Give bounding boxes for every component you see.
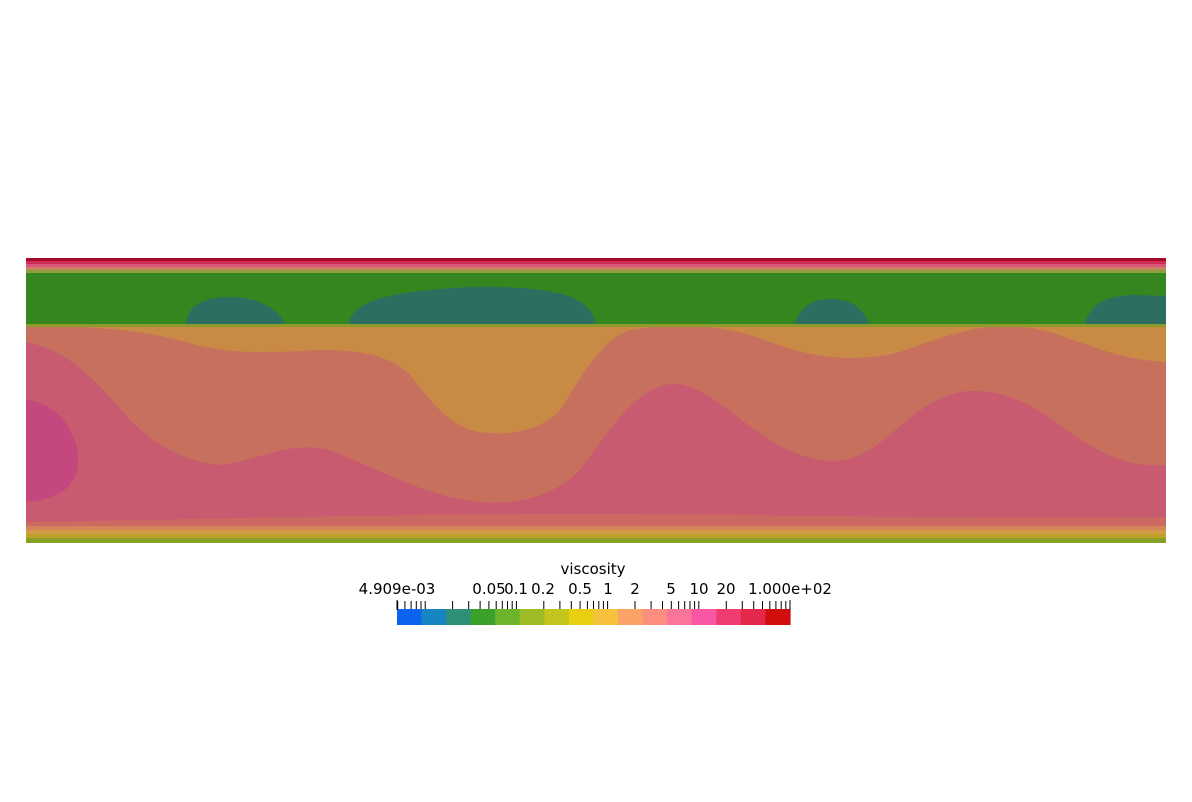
field-bottom-layer-5 bbox=[26, 538, 1166, 543]
field-top-layer-1 bbox=[26, 258, 1166, 261]
colorbar-tick-label: 0.2 bbox=[531, 580, 555, 598]
colorbar-swatch bbox=[691, 609, 717, 625]
field-salmon-region bbox=[26, 326, 1166, 503]
field-darkgreen-bubble-4 bbox=[1084, 295, 1166, 326]
colorbar-swatch bbox=[446, 609, 472, 625]
colorbar-swatch bbox=[470, 609, 496, 625]
colorbar-swatches bbox=[397, 609, 791, 625]
colorbar-swatch bbox=[740, 609, 767, 625]
colorbar-max-label: 1.000e+02 bbox=[748, 580, 832, 598]
field-bottom-layer-4 bbox=[26, 534, 1166, 538]
colorbar-tick-label: 20 bbox=[716, 580, 735, 598]
field-magenta-spot bbox=[26, 400, 78, 502]
colorbar-swatch bbox=[397, 609, 423, 625]
field-orange-region bbox=[26, 325, 1166, 434]
colorbar-swatch bbox=[716, 609, 742, 625]
colorbar-swatch bbox=[519, 609, 545, 625]
colorbar-tick-label: 1 bbox=[603, 580, 613, 598]
colorbar-ticks bbox=[396, 600, 791, 610]
colorbar-tick-label: 10 bbox=[689, 580, 708, 598]
field-darkgreen-bubble-2 bbox=[348, 286, 596, 326]
colorbar-tick-label: 0.05 bbox=[472, 580, 505, 598]
colorbar-swatch bbox=[495, 609, 521, 625]
colorbar-swatch bbox=[593, 609, 619, 625]
field-bottom-layer-3 bbox=[26, 530, 1166, 534]
colorbar-swatch bbox=[642, 609, 668, 625]
colorbar-tick-label: 2 bbox=[630, 580, 640, 598]
viscosity-field bbox=[26, 258, 1166, 543]
colorbar-min-label: 4.909e-03 bbox=[359, 580, 436, 598]
field-darkgreen-bubble-1 bbox=[186, 297, 286, 326]
colorbar-tick-label: 5 bbox=[666, 580, 676, 598]
colorbar-swatch bbox=[421, 609, 447, 625]
field-top-layer-4 bbox=[26, 267, 1166, 270]
field-top-layer-5 bbox=[26, 270, 1166, 273]
field-top-layer-3 bbox=[26, 264, 1166, 267]
colorbar-swatch bbox=[667, 609, 693, 625]
colorbar-tick-label: 0.1 bbox=[504, 580, 528, 598]
colorbar-tick-label: 0.5 bbox=[568, 580, 592, 598]
colorbar-swatch bbox=[765, 609, 791, 625]
field-interface-line bbox=[26, 324, 1166, 327]
colorbar-title: viscosity bbox=[560, 560, 625, 578]
colorbar-swatch bbox=[544, 609, 570, 625]
colorbar-swatch bbox=[618, 609, 644, 625]
field-bottom-layer-2 bbox=[26, 526, 1166, 530]
field-darkgreen-bubble-3 bbox=[794, 299, 870, 326]
field-top-layer-2 bbox=[26, 261, 1166, 264]
colorbar-swatch bbox=[568, 609, 595, 625]
colorbar: viscosity 4.909e-03 1.000e+02 0.05 0.1 0… bbox=[359, 560, 832, 625]
